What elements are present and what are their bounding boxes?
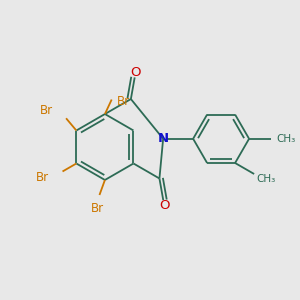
Text: CH₃: CH₃ (256, 174, 275, 184)
Text: Br: Br (91, 202, 104, 215)
Text: CH₃: CH₃ (276, 134, 295, 144)
Text: Br: Br (36, 171, 49, 184)
Text: Br: Br (117, 95, 130, 108)
Text: N: N (158, 132, 169, 145)
Text: Br: Br (40, 104, 53, 117)
Text: O: O (159, 199, 169, 212)
Text: O: O (130, 66, 141, 79)
